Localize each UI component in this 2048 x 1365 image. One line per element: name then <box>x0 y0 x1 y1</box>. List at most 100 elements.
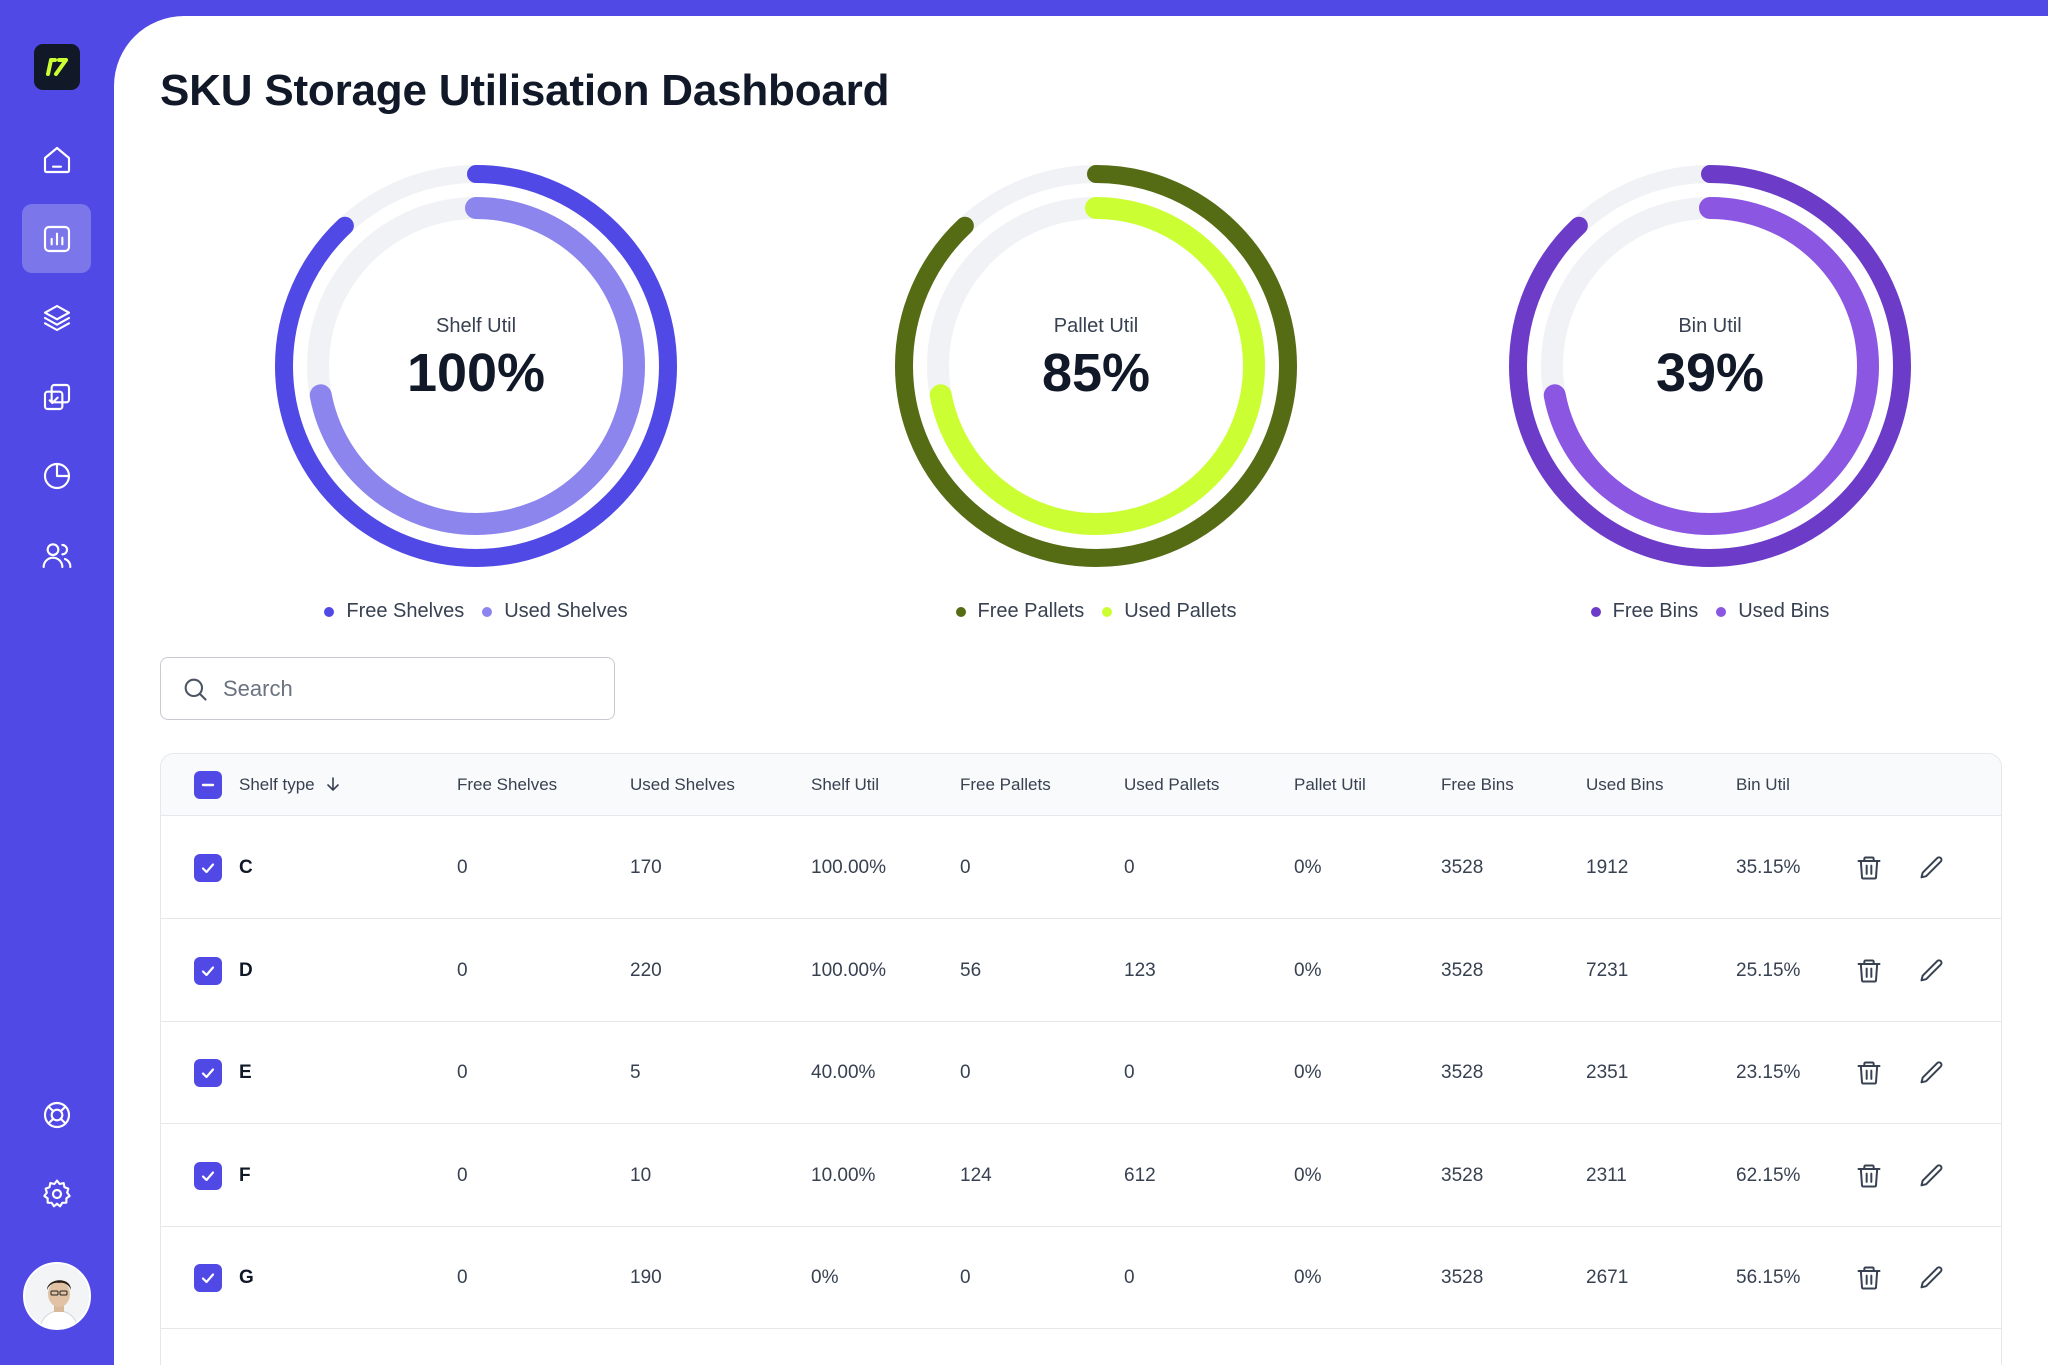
trash-icon <box>1857 1061 1881 1085</box>
trash-icon <box>1857 1266 1881 1290</box>
legend-dot <box>1716 606 1727 617</box>
legend-item: Free Shelves <box>324 600 464 623</box>
table-row[interactable]: E 0 5 40.00% 0 0 0% 3528 2351 23.15% <box>161 1022 2001 1124</box>
legend: Free Shelves Used Shelves <box>266 600 686 623</box>
edit-button[interactable] <box>1916 955 1948 987</box>
inner-ring-arc <box>1541 197 1879 535</box>
edit-button[interactable] <box>1916 852 1948 884</box>
table-cell: 1912 <box>1586 857 1629 878</box>
table-cell: 100.00% <box>811 857 887 878</box>
table-row[interactable]: F 0 10 10.00% 124 612 0% 3528 2311 62.15% <box>161 1125 2001 1227</box>
table-cell: 2311 <box>1586 1164 1627 1186</box>
nav-analytics[interactable] <box>22 441 91 510</box>
main-panel: SKU Storage Utilisation Dashboard Shelf … <box>114 16 2048 1365</box>
nav-layers[interactable] <box>22 283 91 352</box>
delete-button[interactable] <box>1853 955 1885 987</box>
nav-tasks[interactable] <box>22 362 91 431</box>
table-cell: 123 <box>1124 959 1156 981</box>
trash-icon <box>1857 856 1881 880</box>
nav-settings[interactable] <box>22 1159 91 1228</box>
column-header-shelf-type[interactable]: Shelf type <box>239 775 341 795</box>
table-cell: 0 <box>457 1164 468 1186</box>
table-cell: 0 <box>1124 857 1135 878</box>
table-cell: 0 <box>960 1267 971 1288</box>
edit-button[interactable] <box>1916 1160 1948 1192</box>
check-icon <box>201 1170 215 1181</box>
delete-button[interactable] <box>1853 1160 1885 1192</box>
delete-button[interactable] <box>1853 852 1885 884</box>
table-cell: 0 <box>960 1062 971 1083</box>
table-row[interactable]: G 0 190 0% 0 0 0% 3528 2671 56.15% <box>161 1227 2001 1329</box>
legend-label: Free Shelves <box>346 600 465 622</box>
table-cell: 35.15% <box>1736 857 1801 878</box>
table-cell: D <box>239 959 253 981</box>
table-cell: 2671 <box>1586 1267 1629 1288</box>
nav-home[interactable] <box>22 125 91 194</box>
minus-icon <box>201 783 215 787</box>
donut-label: Shelf Util <box>435 314 517 337</box>
sidebar <box>0 0 114 1365</box>
table-cell: 0% <box>1294 1062 1322 1083</box>
column-header-used-shelves[interactable]: Used Shelves <box>630 775 735 794</box>
table-cell: 23.15% <box>1736 1062 1801 1083</box>
row-checkbox[interactable] <box>194 1264 222 1292</box>
row-checkbox[interactable] <box>194 1059 222 1087</box>
column-header-free-shelves[interactable]: Free Shelves <box>457 775 558 794</box>
avatar[interactable] <box>23 1262 91 1330</box>
life-buoy-icon <box>43 1101 70 1128</box>
table-cell: 0% <box>1294 1164 1322 1186</box>
table-row[interactable]: D 0 220 100.00% 56 123 0% 3528 7231 25.15% <box>161 920 2001 1022</box>
column-header-used-bins[interactable]: Used Bins <box>1586 775 1664 794</box>
column-label: Shelf type <box>239 775 315 794</box>
check-icon <box>201 863 215 874</box>
inner-ring-arc <box>307 197 645 535</box>
table-cell: 100.00% <box>811 959 887 981</box>
outer-ring-arc <box>275 165 677 567</box>
legend-label: Free Pallets <box>977 600 1085 622</box>
check-icon <box>201 1273 215 1284</box>
column-header-used-pallets[interactable]: Used Pallets <box>1124 775 1220 794</box>
table-cell: 0 <box>1124 1267 1135 1288</box>
row-checkbox[interactable] <box>194 1161 222 1190</box>
legend-label: Free Bins <box>1612 600 1699 622</box>
edit-button[interactable] <box>1916 1262 1948 1294</box>
nav-support[interactable] <box>22 1080 91 1149</box>
check-icon <box>201 1068 215 1079</box>
column-header-free-pallets[interactable]: Free Pallets <box>960 775 1051 794</box>
delete-button[interactable] <box>1853 1057 1885 1089</box>
logo[interactable] <box>34 44 80 90</box>
delete-button[interactable] <box>1853 1262 1885 1294</box>
pencil-icon <box>1920 1266 1943 1289</box>
column-header-pallet-util[interactable]: Pallet Util <box>1294 775 1366 794</box>
table-cell: 7231 <box>1586 959 1629 981</box>
column-header-shelf-util[interactable]: Shelf Util <box>811 775 880 794</box>
search-box[interactable] <box>160 657 615 720</box>
table-cell: 124 <box>960 1164 992 1186</box>
table-row[interactable]: C 0 170 100.00% 0 0 0% 3528 1912 35.15% <box>161 817 2001 919</box>
column-header-bin-util[interactable]: Bin Util <box>1736 775 1790 794</box>
legend-item: Used Pallets <box>1102 600 1237 623</box>
table-cell: 10 <box>630 1164 652 1186</box>
row-checkbox[interactable] <box>194 854 222 882</box>
donut-value: 85% <box>1041 342 1151 403</box>
nav-users[interactable] <box>22 520 91 589</box>
table-cell: 3528 <box>1441 857 1484 878</box>
legend-dot <box>1590 606 1601 617</box>
table-cell: 40.00% <box>811 1062 876 1083</box>
trash-icon <box>1857 1164 1881 1187</box>
nav-reports[interactable] <box>22 204 91 273</box>
table-cell: 0 <box>1124 1062 1135 1083</box>
table-cell: 0 <box>457 857 468 878</box>
edit-button[interactable] <box>1916 1057 1948 1089</box>
bin-util-chart <box>1509 165 1911 567</box>
column-header-free-bins[interactable]: Free Bins <box>1441 775 1514 794</box>
row-checkbox[interactable] <box>194 956 222 985</box>
legend-item: Used Shelves <box>482 600 628 623</box>
pallet-util-card: Pallet Util 85% Free Pallets Used Pallet… <box>886 156 1306 622</box>
copy-check-icon <box>43 383 70 410</box>
legend-item: Free Pallets <box>955 600 1085 623</box>
table-cell: 10.00% <box>811 1164 876 1186</box>
search-input[interactable] <box>223 675 583 702</box>
pencil-icon <box>1920 958 1943 981</box>
select-all-checkbox[interactable] <box>194 771 222 799</box>
